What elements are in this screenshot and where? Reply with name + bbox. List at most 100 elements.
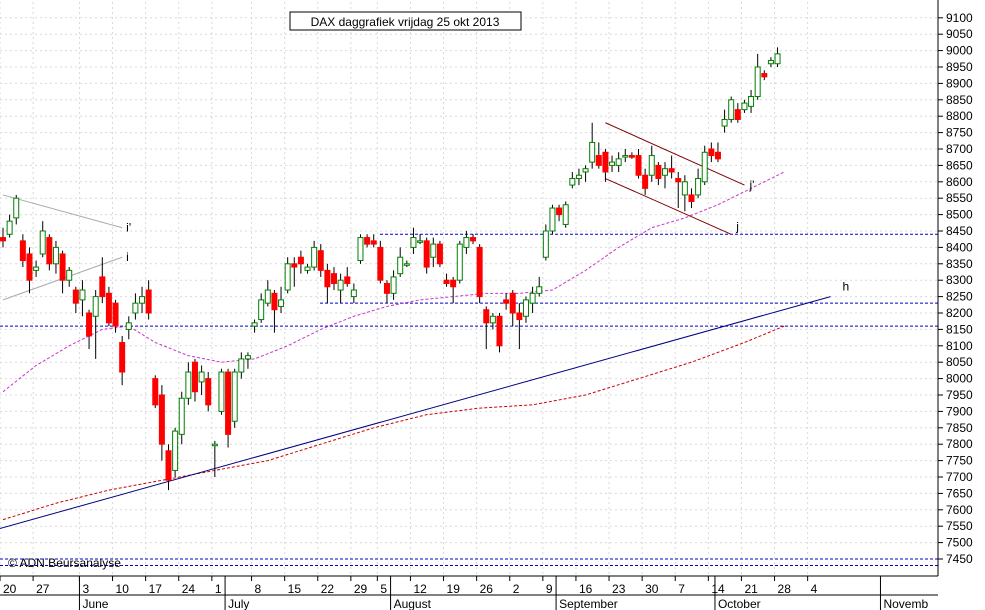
- x-day-label: 4: [811, 582, 818, 596]
- x-day-label: 7: [678, 582, 685, 596]
- candle-body: [748, 96, 755, 107]
- grid: [0, 2, 938, 576]
- y-tick-label: 8050: [946, 355, 973, 369]
- candle-body: [284, 263, 291, 291]
- candle-body: [39, 230, 46, 255]
- candle-body: [529, 292, 536, 304]
- candle-body: [595, 155, 602, 166]
- y-tick-label: 7500: [946, 536, 973, 550]
- x-axis: 20 27 3 10 17 24 1 8 15 22 29 5 12 19 26 2 9 16 23 30 7 14 21 2…: [0, 575, 938, 610]
- y-tick-label: 7700: [946, 470, 973, 484]
- y-tick-label: 8150: [946, 322, 973, 336]
- candle-body: [430, 243, 437, 258]
- candle-body: [589, 141, 596, 163]
- candle-body: [218, 371, 225, 412]
- y-tick-label: 8100: [946, 339, 973, 353]
- candle-body: [668, 168, 675, 173]
- candle-body: [79, 289, 86, 301]
- candle-body: [119, 342, 126, 373]
- y-tick-label: 7750: [946, 454, 973, 468]
- channel-upper: [605, 122, 745, 186]
- candle-body: [324, 269, 331, 288]
- title-box: [289, 11, 522, 31]
- candle-body: [728, 99, 735, 120]
- candle-body: [767, 59, 774, 65]
- candle-body: [145, 289, 152, 314]
- x-day-label: 15: [288, 582, 302, 596]
- channel-upper-label: j': [748, 178, 754, 192]
- y-tick-label: 9050: [946, 27, 973, 41]
- x-day-label: 20: [3, 582, 17, 596]
- candle-body: [251, 322, 258, 327]
- candle-body: [463, 237, 470, 248]
- x-month-label: June: [82, 597, 108, 610]
- x-day-label: 14: [711, 582, 725, 596]
- candle-body: [66, 269, 73, 281]
- candle-body: [271, 292, 278, 311]
- x-day-label: 28: [778, 582, 792, 596]
- candle-body: [536, 286, 543, 294]
- candle-body: [291, 263, 298, 268]
- candle-body: [383, 282, 390, 294]
- candle-body: [370, 240, 377, 245]
- candle-body: [59, 253, 66, 281]
- candle-body: [364, 237, 371, 245]
- candle-body: [602, 151, 609, 173]
- candle-body: [297, 256, 304, 265]
- candle-body: [231, 371, 238, 422]
- x-month-label: September: [559, 597, 618, 610]
- y-tick-label: 8800: [946, 109, 973, 123]
- candle-body: [655, 164, 662, 180]
- x-month-label: July: [228, 597, 249, 610]
- candle-body: [714, 151, 721, 160]
- candle-body: [662, 168, 668, 176]
- candle-body: [86, 312, 93, 337]
- candles: [0, 47, 781, 491]
- candle-body: [635, 155, 642, 176]
- candle-body: [708, 148, 715, 157]
- x-day-label: 5: [380, 582, 387, 596]
- candle-body: [628, 155, 635, 158]
- candle-body: [556, 207, 563, 216]
- x-month-label: August: [394, 597, 432, 610]
- candle-body: [741, 102, 748, 111]
- y-tick-label: 7850: [946, 421, 973, 435]
- candle-body: [264, 289, 271, 304]
- candle-body: [754, 66, 761, 98]
- x-month-label: October: [718, 597, 761, 610]
- x-day-label: 9: [546, 582, 553, 596]
- candle-body: [178, 397, 185, 435]
- trendline-h-label: h: [843, 280, 850, 294]
- candle-body: [198, 371, 205, 383]
- candle-body: [695, 178, 702, 196]
- candle-body: [509, 292, 516, 314]
- y-tick-label: 8900: [946, 76, 973, 90]
- x-day-label: 24: [182, 582, 196, 596]
- x-day-label: 1: [215, 582, 222, 596]
- candle-body: [443, 279, 450, 284]
- y-tick-label: 7600: [946, 503, 973, 517]
- candle-body: [436, 243, 443, 265]
- candle-body: [397, 256, 404, 275]
- candle-body: [562, 204, 569, 225]
- candle-body: [72, 289, 79, 304]
- candle-body: [211, 443, 218, 447]
- credit-label: © ADN Beursanalyse: [8, 556, 121, 570]
- candle-body: [470, 237, 477, 242]
- wedge-upper-label: i': [126, 221, 131, 235]
- x-day-label: 23: [612, 582, 626, 596]
- candle-body: [278, 299, 285, 307]
- candle-body: [721, 118, 728, 127]
- x-day-label: 8: [255, 582, 262, 596]
- candle-body: [337, 279, 344, 291]
- candle-body: [244, 355, 251, 360]
- candle-body: [476, 246, 483, 298]
- candle-body: [483, 309, 490, 324]
- candle-body: [6, 220, 13, 235]
- x-day-label: 21: [744, 582, 758, 596]
- y-tick-label: 8400: [946, 240, 973, 254]
- y-tick-label: 9100: [946, 11, 973, 25]
- candle-body: [350, 289, 357, 298]
- candle-body: [456, 243, 463, 281]
